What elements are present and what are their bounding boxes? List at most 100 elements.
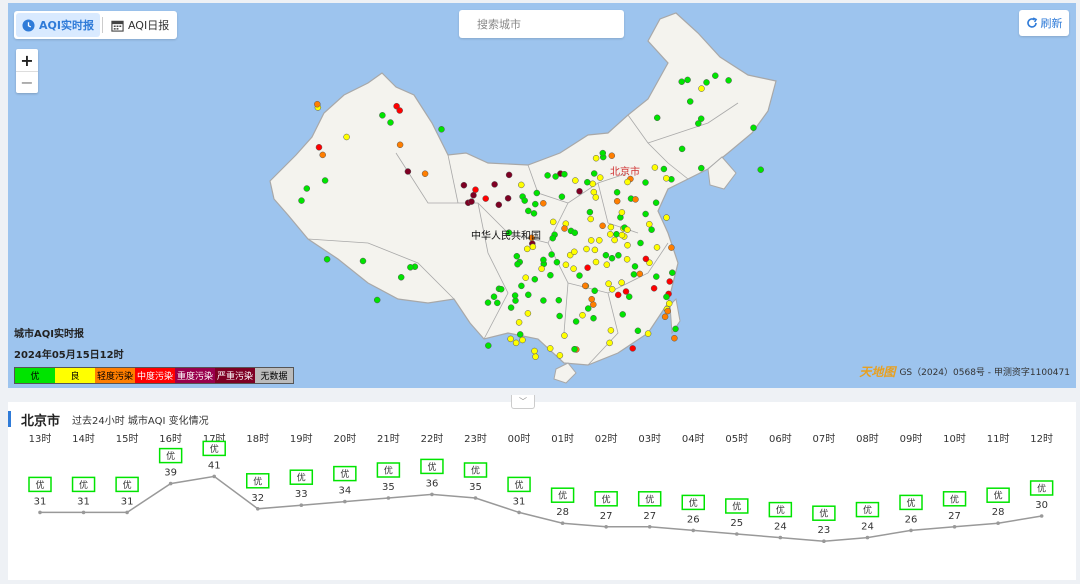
legend-title: 城市AQI实时报 <box>14 329 84 340</box>
hour-tick-label: 01时 <box>551 433 574 445</box>
copyright-text: GS（2024）0568号 - 甲测资字1100471 <box>899 368 1070 378</box>
aqi-level-badge <box>637 491 662 507</box>
aqi-level-label: 优 <box>253 475 262 487</box>
hour-tick-label: 20时 <box>333 433 356 445</box>
legend-item: 优 <box>15 368 55 383</box>
aqi-point <box>996 521 1000 525</box>
aqi-point <box>1039 514 1044 518</box>
hour-tick-label: 16时 <box>159 433 182 445</box>
header-accent-bar <box>8 411 11 427</box>
aqi-series-line <box>40 475 1042 542</box>
refresh-button[interactable]: 刷新 <box>1019 10 1069 36</box>
aqi-point <box>255 507 260 511</box>
hour-tick-label: 19时 <box>290 433 313 445</box>
collapse-toggle[interactable]: ﹀ <box>511 395 535 409</box>
aqi-value-label: 31 <box>513 496 526 507</box>
aqi-level-badge <box>420 458 444 475</box>
zoom-control: + − <box>16 49 38 93</box>
hour-tick-label: 10时 <box>943 433 966 445</box>
aqi-value-label: 41 <box>208 460 221 471</box>
hour-tick-label: 14时 <box>72 433 95 445</box>
aqi-level-label: 优 <box>689 497 698 509</box>
aqi-value-label: 31 <box>121 496 134 507</box>
legend-scale: 优良轻度污染 中度污染 重度污染 严重污染 无数据 <box>14 367 294 384</box>
aqi-level-badge <box>899 494 923 511</box>
hour-tick-label: 04时 <box>682 433 705 445</box>
search-input[interactable] <box>477 17 622 31</box>
tab-daily[interactable]: AQI日报 <box>105 13 175 37</box>
zoom-in-button[interactable]: + <box>20 50 34 70</box>
aqi-value-label: 28 <box>556 507 569 518</box>
aqi-level-badge <box>550 487 575 503</box>
refresh-icon <box>1026 17 1037 28</box>
legend-item: 轻度污染 <box>95 368 135 383</box>
aqi-value-label: 35 <box>469 482 482 493</box>
aqi-legend: 城市AQI实时报 2024年05月15日12时 优良轻度污染 中度污染 重度污染 严重… <box>14 325 294 384</box>
aqi-value-label: 33 <box>295 489 308 500</box>
aqi-level-label: 优 <box>35 479 44 491</box>
aqi-level-badge <box>986 487 1010 503</box>
aqi-level-label: 优 <box>384 465 393 477</box>
tab-divider <box>101 17 103 33</box>
tab-realtime[interactable]: AQI实时报 <box>16 13 100 37</box>
aqi-value-label: 31 <box>34 496 47 507</box>
aqi-level-label: 优 <box>297 472 306 484</box>
aqi-level-label: 优 <box>906 497 915 509</box>
aqi-value-label: 27 <box>600 511 613 522</box>
refresh-label: 刷新 <box>1040 17 1063 30</box>
aqi-line-chart: 13时 14时 15时 16时 17时 18时 19时 20时 21时 22时 23时 00时 01时 0… <box>28 433 1054 543</box>
capital-label: 北京市 <box>610 167 640 178</box>
aqi-level-label: 优 <box>1037 483 1046 495</box>
aqi-value-label: 36 <box>426 478 439 489</box>
aqi-level-badge <box>507 476 531 493</box>
map-attribution: 天地图 GS（2024）0568号 - 甲测资字1100471 <box>859 363 1070 380</box>
aqi-level-label: 优 <box>515 479 524 491</box>
aqi-level-label: 优 <box>645 493 654 505</box>
hour-tick-label: 06时 <box>769 433 792 445</box>
legend-item: 中度污染 <box>135 368 175 383</box>
tab-daily-label: AQI日报 <box>127 19 170 32</box>
aqi-level-badge <box>246 473 270 489</box>
map-canvas <box>269 12 777 384</box>
aqi-point <box>125 510 129 515</box>
aqi-map[interactable]: AQI实时报 AQI日报 刷新 + − 中华人民共和国 北京市 城市AQI实时报… <box>8 3 1076 388</box>
aqi-history-panel: ﹀ 北京市 过去24小时 城市AQI 变化情况 13时 14时 15时 16时 17时 1… <box>8 395 1076 580</box>
aqi-value-label: 25 <box>730 518 743 529</box>
aqi-point <box>81 510 86 515</box>
aqi-value-label: 24 <box>774 522 787 533</box>
aqi-value-label: 26 <box>687 514 700 525</box>
hour-tick-label: 08时 <box>856 433 879 445</box>
aqi-level-badge <box>855 501 880 518</box>
aqi-value-label: 27 <box>643 511 656 522</box>
aqi-level-badge <box>768 501 793 518</box>
aqi-point <box>38 510 42 515</box>
hour-tick-label: 03时 <box>638 433 661 445</box>
aqi-value-label: 26 <box>905 514 918 525</box>
aqi-level-badge <box>463 462 488 478</box>
aqi-level-badge <box>333 465 357 482</box>
zoom-out-button[interactable]: − <box>16 71 38 93</box>
legend-time: 2024年05月15日12时 <box>14 350 124 361</box>
aqi-point <box>517 510 521 515</box>
hour-tick-label: 23时 <box>464 433 487 445</box>
aqi-level-label: 优 <box>776 504 785 516</box>
aqi-value-label: 27 <box>948 511 961 522</box>
hour-tick-label: 05时 <box>725 433 748 445</box>
panel-header: 北京市 过去24小时 城市AQI 变化情况 <box>8 410 209 429</box>
aqi-point <box>168 481 173 486</box>
calendar-icon <box>111 20 124 32</box>
aqi-level-label: 优 <box>994 490 1003 502</box>
report-tabs: AQI实时报 AQI日报 <box>14 11 178 39</box>
aqi-value-label: 28 <box>992 507 1005 518</box>
aqi-level-label: 优 <box>79 479 88 491</box>
aqi-level-badge <box>376 462 401 478</box>
aqi-level-label: 优 <box>471 465 480 477</box>
aqi-level-badge <box>1029 480 1054 496</box>
aqi-value-label: 23 <box>818 525 831 536</box>
aqi-point <box>735 532 739 536</box>
aqi-level-badge <box>812 505 836 521</box>
aqi-level-label: 优 <box>863 504 872 516</box>
aqi-level-label: 优 <box>123 479 132 491</box>
hour-tick-label: 07时 <box>813 433 836 445</box>
city-search <box>459 10 624 38</box>
